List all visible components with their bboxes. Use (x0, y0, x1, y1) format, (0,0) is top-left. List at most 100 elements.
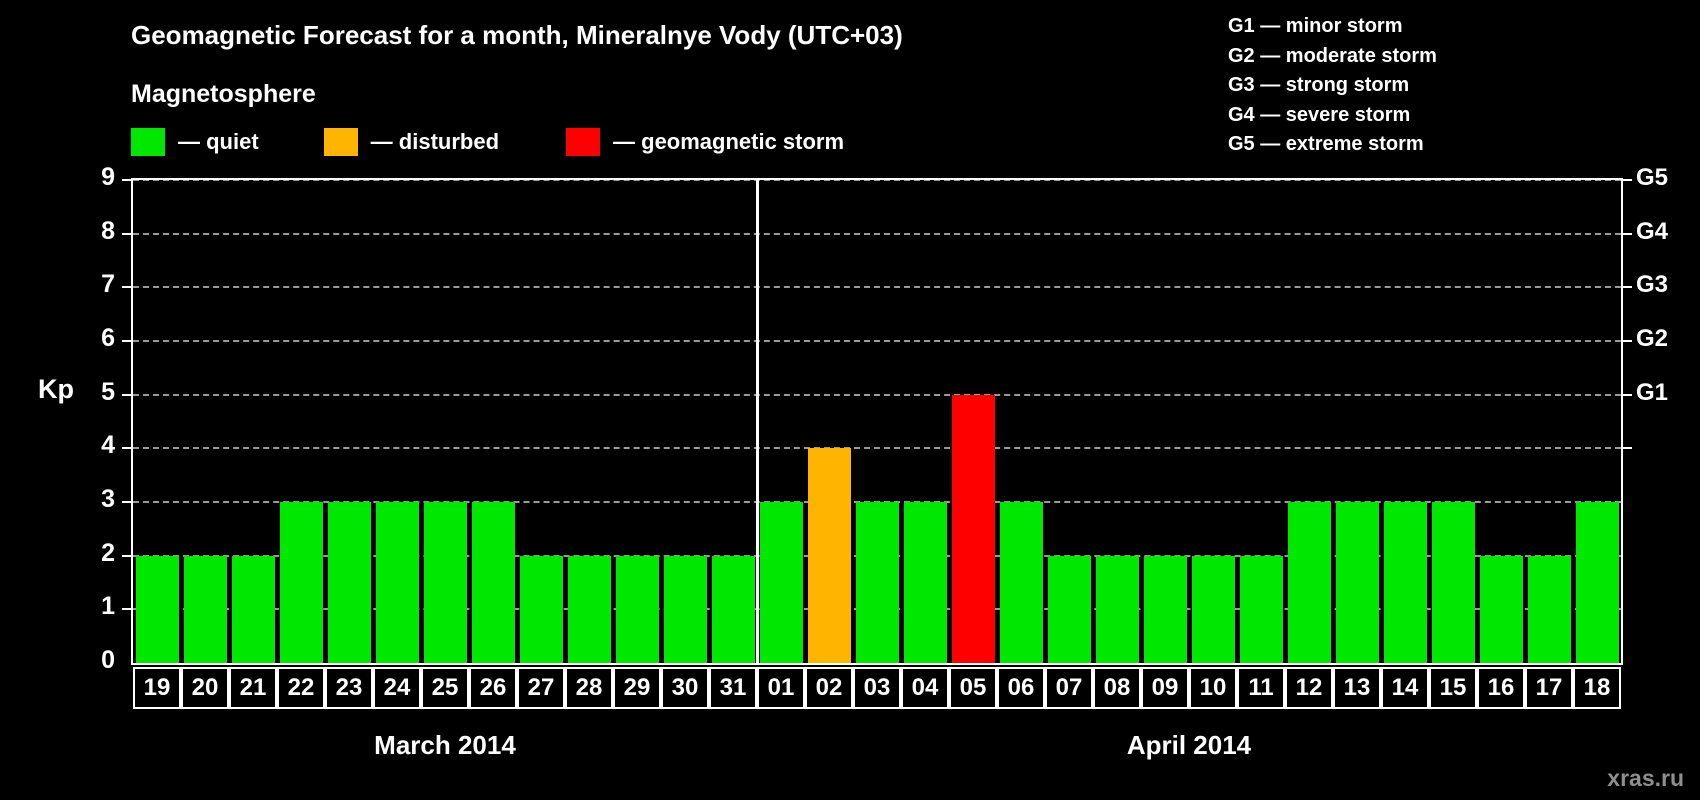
bar-day-11 (1239, 555, 1283, 663)
legend-swatch-quiet (131, 128, 165, 156)
day-label-09: 09 (1141, 667, 1189, 709)
day-label-29: 29 (613, 667, 661, 709)
legend-item-disturbed: — disturbed (323, 128, 500, 156)
bar-day-06 (999, 502, 1043, 663)
legend-label-disturbed: — disturbed (370, 129, 500, 154)
y-tick-mark-3 (122, 501, 131, 503)
magnetosphere-legend: — quiet — disturbed — geomagnetic storm (131, 128, 844, 156)
watermark: xras.ru (1607, 765, 1684, 791)
g-scale-line-g5: G5 — extreme storm (1228, 133, 1424, 155)
day-label-13: 13 (1333, 667, 1381, 709)
g-tick-label-g3: G3 (1636, 271, 1669, 299)
y-tick-mark-4 (122, 447, 131, 450)
g-scale-line-g3: G3 — strong storm (1228, 74, 1410, 96)
day-label-30: 30 (661, 667, 709, 709)
y-axis-title: Kp (38, 374, 74, 404)
y-tick-mark-2 (122, 554, 131, 557)
gridline-kp-6 (133, 340, 1621, 342)
g-tick-mark-g1 (1623, 393, 1632, 396)
g-tick-label-g1: G1 (1636, 378, 1669, 406)
day-label-16: 16 (1477, 667, 1525, 709)
y-tick-label-8: 8 (101, 216, 115, 245)
g-tick-mark-g5 (1623, 179, 1632, 181)
y-tick-mark-5 (122, 393, 131, 396)
bar-day-02 (807, 448, 851, 663)
month-caption-march: March 2014 (374, 730, 516, 760)
month-divider (756, 180, 759, 663)
day-label-07: 07 (1045, 667, 1093, 709)
y-tick-label-1: 1 (101, 592, 115, 621)
day-label-02: 02 (805, 667, 853, 709)
y-tick-label-9: 9 (101, 163, 115, 191)
day-label-08: 08 (1093, 667, 1141, 709)
legend-swatch-disturbed (323, 128, 358, 156)
day-label-22: 22 (277, 667, 325, 709)
bar-day-04 (903, 502, 947, 663)
day-label-05: 05 (949, 667, 997, 709)
y-tick-label-3: 3 (101, 485, 115, 513)
bar-day-23 (327, 502, 371, 663)
bar-day-31 (711, 555, 755, 663)
y-tick-mark-6 (122, 340, 131, 342)
y-tick-mark-9 (122, 179, 131, 181)
y-tick-mark-1 (122, 608, 131, 611)
day-label-06: 06 (997, 667, 1045, 709)
g-scale-line-g4: G4 — severe storm (1228, 103, 1411, 126)
bar-day-24 (375, 502, 419, 663)
y-tick-mark-7 (122, 286, 131, 289)
day-label-23: 23 (325, 667, 373, 709)
day-label-03: 03 (853, 667, 901, 709)
bar-day-30 (663, 555, 707, 663)
bar-day-22 (279, 502, 323, 663)
y-tick-label-6: 6 (101, 324, 115, 352)
bar-day-19 (135, 555, 179, 663)
bar-day-29 (615, 555, 659, 663)
g-tick-mark-g2 (1623, 340, 1632, 342)
g-tick-mark-g3 (1623, 286, 1632, 289)
bar-day-25 (423, 502, 467, 663)
day-label-14: 14 (1381, 667, 1429, 709)
day-label-25: 25 (421, 667, 469, 709)
g-tick-label-g5: G5 (1636, 164, 1669, 191)
gridline-kp-7 (133, 286, 1621, 289)
day-label-01: 01 (757, 667, 805, 709)
bar-day-09 (1143, 555, 1187, 663)
bar-day-27 (519, 555, 563, 663)
g-scale-line-g1: G1 — minor storm (1228, 15, 1403, 37)
legend-item-storm: — geomagnetic storm (566, 128, 844, 156)
bar-day-03 (855, 502, 899, 663)
day-label-15: 15 (1429, 667, 1477, 709)
bar-day-17 (1527, 555, 1571, 663)
day-label-axis: 19 20 21 22 23 24 25 26 27 28 29 30 31 01 02 03 04 05 06 07… (131, 667, 1623, 709)
y-tick-mark-8 (122, 232, 131, 235)
day-label-27: 27 (517, 667, 565, 709)
day-label-17: 17 (1525, 667, 1573, 709)
bar-day-10 (1191, 555, 1235, 663)
day-label-21: 21 (229, 667, 277, 709)
legend-label-storm: — geomagnetic storm (613, 129, 845, 154)
legend-label-quiet: — quiet (178, 129, 259, 154)
bar-day-28 (567, 555, 611, 663)
gridline-kp-9 (133, 180, 1621, 181)
day-label-26: 26 (469, 667, 517, 709)
day-label-11: 11 (1237, 667, 1285, 709)
bar-day-20 (183, 555, 227, 663)
g-tick-mark-g4 (1623, 232, 1632, 235)
y-tick-label-7: 7 (101, 270, 115, 299)
plot-area (131, 178, 1623, 665)
bar-day-18 (1575, 502, 1619, 663)
g-tick-label-g4: G4 (1636, 217, 1669, 245)
g-tick-mark-kp4 (1623, 447, 1632, 450)
gridline-kp-4 (133, 447, 1621, 450)
g-tick-label-g2: G2 (1636, 325, 1669, 352)
day-label-19: 19 (133, 667, 181, 709)
day-label-18: 18 (1573, 667, 1621, 709)
bar-day-16 (1479, 555, 1523, 663)
day-label-10: 10 (1189, 667, 1237, 709)
bar-day-14 (1383, 502, 1427, 663)
day-label-28: 28 (565, 667, 613, 709)
g-scale-legend: G1 — minor storm G2 — moderate storm G3 … (1228, 12, 1437, 160)
bar-day-13 (1335, 502, 1379, 663)
bar-day-07 (1047, 555, 1091, 663)
